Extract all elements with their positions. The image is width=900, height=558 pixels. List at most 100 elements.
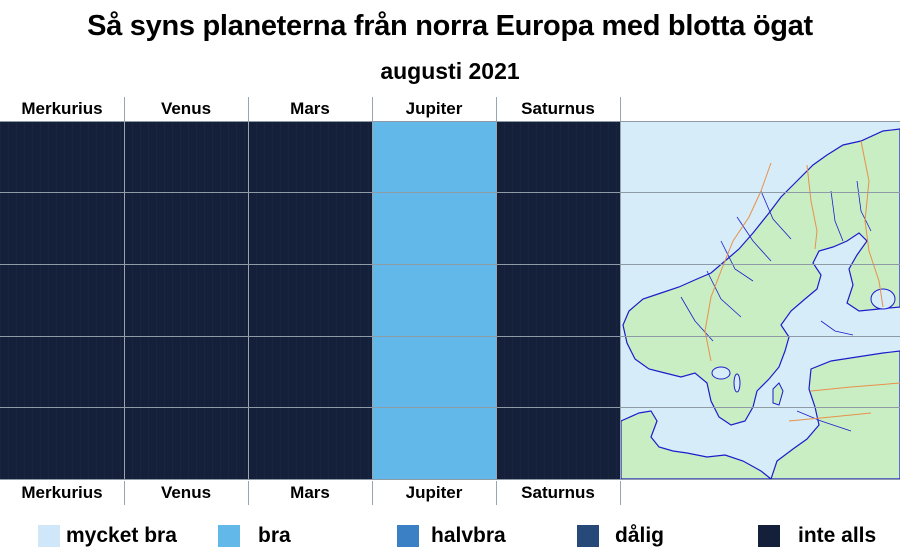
panel-texture [40,121,41,479]
panel-texture [56,121,57,479]
panel-merkurius-svg [0,121,124,479]
panel-venus [124,121,248,479]
panel-texture [336,121,337,479]
legend-label: halvbra [431,524,506,547]
panel-texture [492,121,493,479]
column-header-jupiter: Jupiter [405,99,463,118]
panel-texture [32,121,33,479]
panel-mars-svg [248,121,372,479]
legend-label: bra [258,524,291,547]
panel-venus-svg [124,121,248,479]
map-lake-ladoga [870,288,896,310]
panel-texture [504,121,505,479]
panel-texture [104,121,105,479]
map-land-baltics [770,350,900,479]
zone-jupiter-bra [372,121,496,479]
separator-bottom [124,481,125,505]
zone-merkurius-inte-alls [0,121,124,479]
separator-top [372,97,373,121]
separator-panel [372,121,373,479]
legend-item-mycket-bra: mycket bra [38,522,177,550]
panel-texture [344,121,345,479]
separator-panel [248,121,249,479]
column-footer-saturnus: Saturnus [521,483,595,502]
separator-bottom [248,481,249,505]
map-rivers [680,180,872,432]
panel-texture [0,121,1,479]
panel-texture [288,121,289,479]
panel-texture [608,121,609,479]
grid-line [0,121,900,122]
column-header-venus: Venus [160,99,212,118]
panel-texture [600,121,601,479]
map-land-denmark [621,410,772,479]
panel-texture [328,121,329,479]
panel-texture [412,121,413,479]
panel-texture [64,121,65,479]
map-borders [704,140,900,422]
chart-subtitle: augusti 2021 [380,58,520,84]
panel-texture [592,121,593,479]
zone-venus-inte-alls [124,121,248,479]
panel-texture [96,121,97,479]
panel-texture [584,121,585,479]
panel-texture [244,121,245,479]
panel-texture [112,121,113,479]
panel-texture [528,121,529,479]
panel-texture [380,121,381,479]
legend-item-bra: bra [218,522,291,550]
legend-item-inte-alls: inte alls [758,522,876,550]
grid-line [0,336,900,337]
column-header-mars: Mars [290,99,330,118]
column-footer-jupiter: Jupiter [405,483,463,502]
panel-texture [536,121,537,479]
panel-texture [280,121,281,479]
map-land-scandinavia [622,128,900,426]
panel-texture [520,121,521,479]
separator-top [620,97,621,121]
panel-texture [132,121,133,479]
panel-texture [404,121,405,479]
separator-top [124,97,125,121]
panel-texture [296,121,297,479]
legend-swatch [397,525,419,547]
panel-texture [320,121,321,479]
map-land-gotland [772,382,784,406]
legend-label: mycket bra [66,524,177,547]
panel-texture [188,121,189,479]
panel-texture [468,121,469,479]
panel-texture [420,121,421,479]
legend-item-dalig: dålig [577,522,664,550]
panel-texture [228,121,229,479]
grid-line [0,479,900,480]
panel-texture [428,121,429,479]
panel-texture [180,121,181,479]
panel-texture [264,121,265,479]
column-footer-venus: Venus [160,483,212,502]
panel-texture [444,121,445,479]
separator-panel [496,121,497,479]
separator-top [248,97,249,121]
panel-texture [172,121,173,479]
panel-texture [560,121,561,479]
panel-texture [212,121,213,479]
separator-panel [620,121,621,479]
zone-saturnus-inte-alls [496,121,620,479]
column-footer-mars: Mars [290,483,330,502]
panel-texture [272,121,273,479]
panel-texture [552,121,553,479]
panel-texture [196,121,197,479]
panel-texture [8,121,9,479]
separator-top [496,97,497,121]
panel-texture [484,121,485,479]
panel-texture [16,121,17,479]
panel-texture [140,121,141,479]
panel-texture [236,121,237,479]
grid-line [0,192,900,193]
panel-texture [24,121,25,479]
column-header-merkurius: Merkurius [21,99,103,118]
panel-texture [512,121,513,479]
panel-mars [248,121,372,479]
panel-texture [360,121,361,479]
separator-panel [124,121,125,479]
